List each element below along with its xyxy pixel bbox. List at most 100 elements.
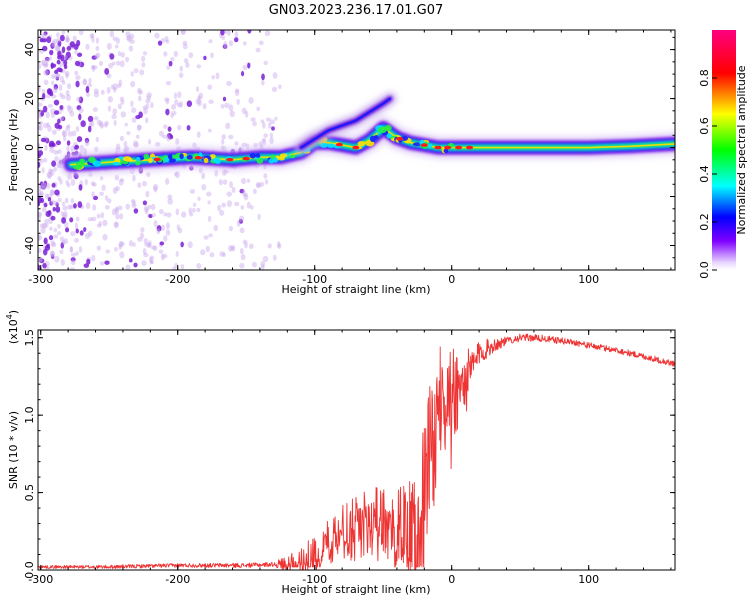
noise-point <box>47 172 52 179</box>
noise-point <box>55 140 61 146</box>
noise-point <box>38 161 41 168</box>
noise-point <box>43 62 49 67</box>
bottom-ylabel: SNR (10 * v/v) <box>7 411 20 489</box>
noise-point <box>39 223 45 229</box>
noise-point <box>113 221 119 229</box>
ridge-blob <box>289 154 296 159</box>
noise-point <box>133 68 139 74</box>
noise-point <box>124 56 130 63</box>
noise-point <box>195 86 200 92</box>
noise-point <box>146 171 151 178</box>
noise-point <box>104 68 110 75</box>
noise-point <box>185 62 190 68</box>
noise-point <box>208 128 212 133</box>
noise-point <box>99 176 104 181</box>
noise-point <box>49 91 54 97</box>
noise-point <box>148 214 153 219</box>
noise-point <box>44 219 49 224</box>
noise-point <box>42 33 48 39</box>
top-ytick-label: -20 <box>23 188 36 206</box>
noise-point <box>135 114 141 120</box>
noise-point <box>111 61 116 66</box>
noise-point <box>94 146 99 153</box>
ridge-blob <box>164 157 170 163</box>
noise-point <box>182 43 188 50</box>
noise-point <box>46 182 51 189</box>
noise-point <box>174 262 178 268</box>
noise-point <box>38 124 42 130</box>
noise-point <box>234 31 239 38</box>
noise-point <box>166 133 173 139</box>
noise-point <box>84 233 91 240</box>
noise-point <box>54 44 60 52</box>
noise-point <box>49 190 56 195</box>
noise-point <box>230 245 236 250</box>
noise-point <box>265 117 272 122</box>
noise-point <box>139 232 145 239</box>
bottom-xtick-label: 0 <box>448 573 455 586</box>
noise-point <box>60 116 65 121</box>
noise-point <box>84 137 90 144</box>
noise-point <box>188 207 193 214</box>
noise-point <box>74 49 78 55</box>
noise-point <box>66 145 70 152</box>
noise-point <box>196 262 202 269</box>
ridge-blob <box>147 157 153 164</box>
noise-point <box>138 89 144 95</box>
noise-point <box>209 52 214 59</box>
noise-point <box>125 31 131 38</box>
ridge-blob <box>278 155 285 161</box>
noise-point <box>228 245 233 252</box>
noise-point <box>84 178 89 186</box>
noise-point <box>226 200 232 208</box>
noise-point <box>61 201 66 207</box>
noise-point <box>52 207 57 212</box>
colorbar-tick-label: 0.0 <box>698 261 711 279</box>
noise-point <box>50 74 56 80</box>
noise-point <box>226 80 232 86</box>
noise-point <box>152 183 159 191</box>
noise-point <box>85 43 90 51</box>
noise-point <box>56 59 61 65</box>
noise-point <box>222 44 228 49</box>
ridge-blob <box>143 153 149 160</box>
noise-point <box>73 238 80 243</box>
colorbar-tick-label: 0.4 <box>698 165 711 183</box>
noise-point <box>107 198 112 204</box>
noise-point <box>69 267 75 270</box>
noise-point <box>156 225 162 232</box>
noise-point <box>228 134 234 140</box>
noise-point <box>77 201 83 208</box>
noise-point <box>64 197 69 204</box>
noise-point <box>132 200 136 206</box>
noise-point <box>55 45 61 52</box>
top-ytick-label: 20 <box>23 92 36 106</box>
noise-point <box>72 35 77 42</box>
noise-point <box>49 146 55 154</box>
noise-point <box>51 242 57 248</box>
noise-point <box>131 117 137 123</box>
colorbar-tick-label: 0.2 <box>698 213 711 231</box>
noise-point <box>106 42 112 50</box>
noise-point <box>129 33 135 40</box>
noise-point <box>57 197 62 203</box>
noise-point <box>86 83 93 88</box>
ridge-blob <box>73 164 83 170</box>
noise-point <box>42 105 48 113</box>
noise-point <box>64 221 69 229</box>
noise-point <box>91 55 98 60</box>
noise-point <box>116 60 121 66</box>
noise-point <box>53 83 59 90</box>
noise-point <box>177 91 182 99</box>
noise-point <box>91 35 95 43</box>
noise-point <box>278 84 282 90</box>
noise-point <box>70 257 76 262</box>
noise-point <box>220 104 225 109</box>
noise-point <box>180 30 186 34</box>
noise-point <box>49 250 55 258</box>
noise-point <box>162 134 168 139</box>
noise-point <box>78 107 84 114</box>
noise-point <box>59 92 64 97</box>
